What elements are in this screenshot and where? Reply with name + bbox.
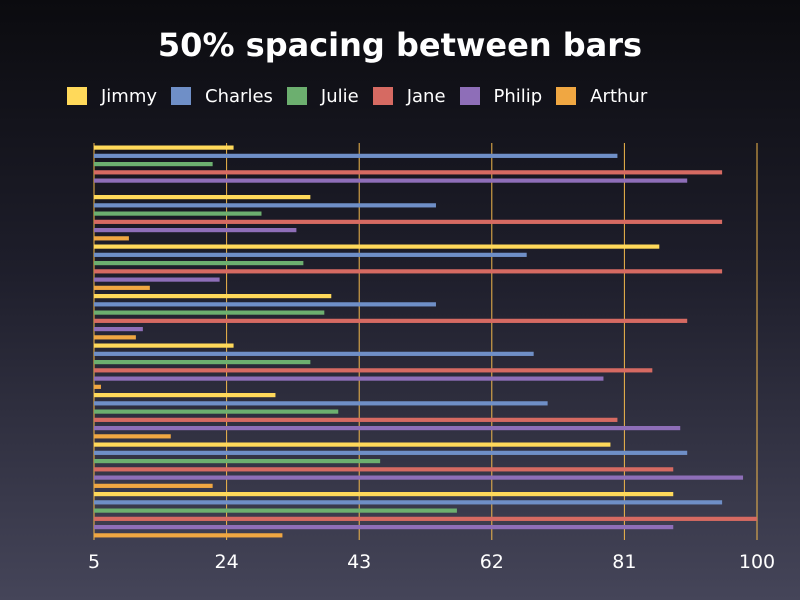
x-tick-label: 5 [88,551,100,573]
bar-charles-1 [94,153,618,158]
bar-philip-3 [94,277,220,282]
x-tick-label: 100 [739,551,775,573]
chart-title: 50% spacing between bars [157,26,643,64]
bar-philip-2 [94,228,297,233]
bar-jane-4 [94,318,688,323]
legend-item-jane: Jane [372,85,446,107]
bar-jimmy-1 [94,145,234,150]
bar-arthur-3 [94,285,150,290]
bar-jane-1 [94,170,723,175]
bar-jane-5 [94,368,653,373]
bar-arthur-6 [94,434,171,439]
bar-charles-4 [94,302,436,307]
legend-swatch [459,87,480,105]
bar-philip-4 [94,327,143,332]
legend-label: Jane [406,85,446,107]
legend-swatch [372,87,393,105]
bar-philip-7 [94,475,744,480]
legend-item-philip: Philip [459,85,543,107]
bar-arthur-8 [94,533,283,538]
x-tick-label: 43 [347,551,371,573]
bar-jane-2 [94,219,723,224]
bar-jimmy-7 [94,442,611,447]
x-tick-label: 24 [215,551,239,573]
x-tick-label: 81 [612,551,636,573]
legend-item-jimmy: Jimmy [67,86,157,107]
legend-label: Arthur [590,85,648,107]
bar-julie-7 [94,459,381,464]
bar-julie-4 [94,310,325,315]
bar-charles-3 [94,252,527,257]
bar-charles-2 [94,203,436,208]
legend-swatch [286,87,307,105]
bar-julie-1 [94,162,213,167]
legend-item-julie: Julie [286,85,359,107]
legend-label: Jimmy [101,85,158,107]
bar-arthur-2 [94,236,129,241]
bar-philip-8 [94,525,674,530]
x-tick-label: 62 [480,551,504,573]
bar-arthur-5 [94,384,101,389]
legend-swatch [556,87,577,105]
bar-charles-7 [94,450,688,455]
bar-julie-2 [94,211,262,216]
bar-jimmy-2 [94,195,311,200]
bar-jimmy-6 [94,393,276,398]
bar-jimmy-3 [94,244,660,249]
bar-charles-6 [94,401,548,406]
legend: Jimmy Charles Julie Jane Philip Arthur [67,84,661,108]
bar-jane-3 [94,269,723,274]
legend-swatch [171,87,192,105]
bar-philip-1 [94,178,688,183]
bar-jimmy-8 [94,492,674,497]
bar-julie-5 [94,360,311,365]
bar-jimmy-4 [94,294,332,299]
bar-jane-6 [94,417,618,422]
bar-jane-7 [94,467,674,472]
bar-charles-5 [94,351,534,356]
bar-arthur-4 [94,335,136,340]
bar-julie-3 [94,261,304,266]
bar-philip-6 [94,426,681,431]
legend-label: Charles [205,85,273,107]
legend-swatch [67,87,87,105]
bar-julie-8 [94,508,457,513]
bar-charles-8 [94,500,723,505]
bar-julie-6 [94,409,339,414]
bar-arthur-7 [94,483,213,488]
bar-philip-5 [94,376,604,381]
legend-label: Julie [320,85,359,107]
bar-jimmy-5 [94,343,234,348]
legend-label: Philip [493,85,543,107]
legend-item-charles: Charles [171,86,273,107]
legend-item-arthur: Arthur [556,86,647,107]
bar-jane-8 [94,516,757,521]
